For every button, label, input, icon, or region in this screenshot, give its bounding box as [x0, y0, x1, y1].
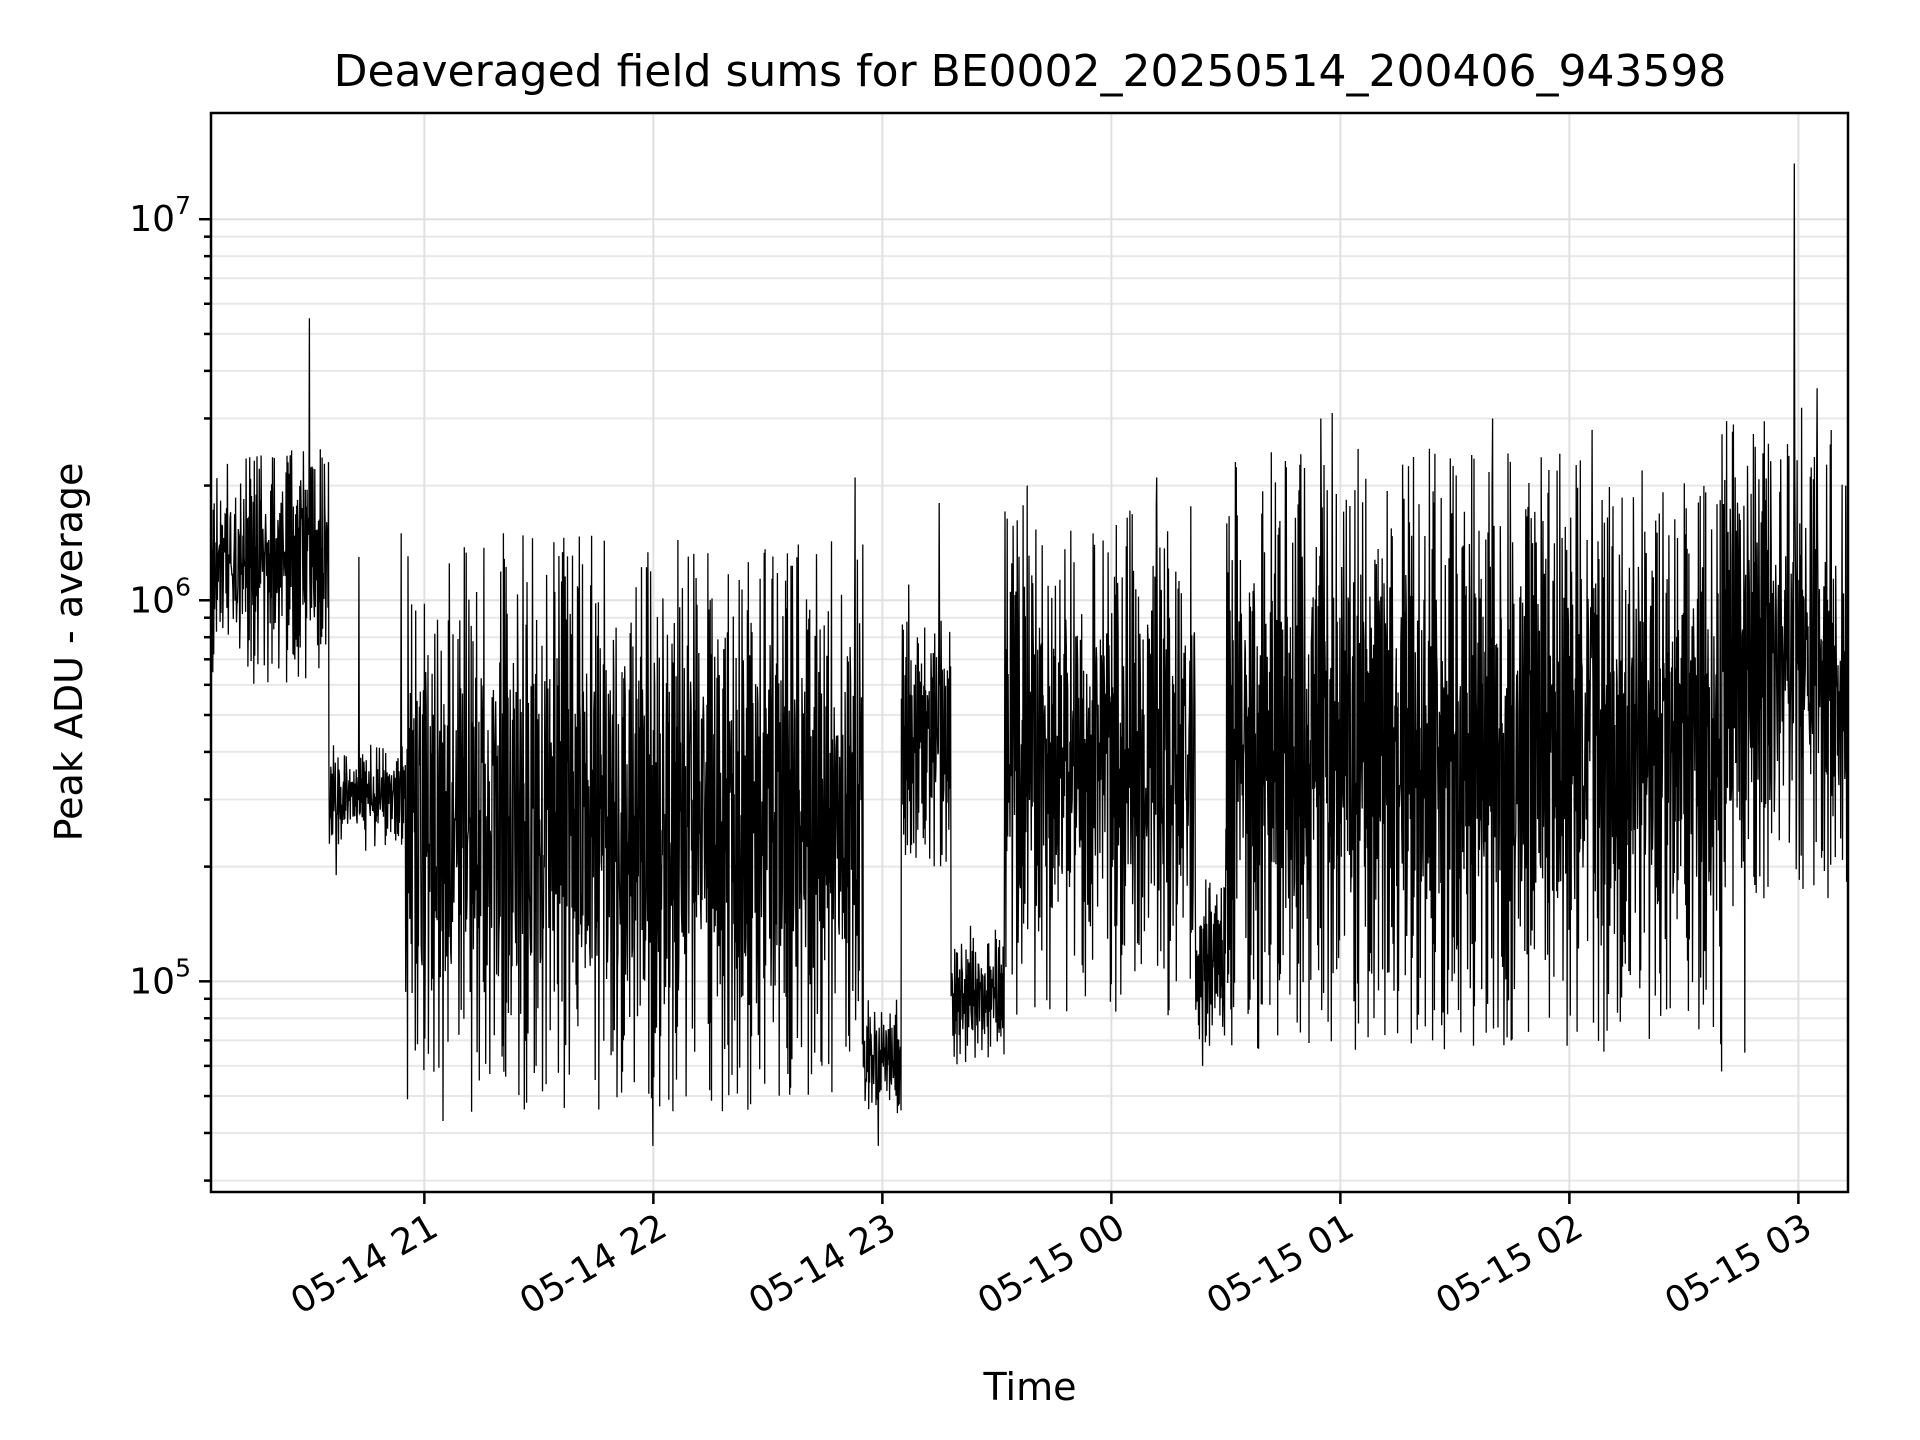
chart-title: Deaveraged field sums for BE0002_2025051…: [334, 46, 1727, 97]
y-tick-label: 106: [129, 572, 191, 621]
plot-frame: [209, 111, 1850, 1194]
y-axis-label: Peak ADU - average: [47, 463, 91, 842]
series-line: [210, 163, 1849, 1146]
y-tick-label: 105: [129, 953, 191, 1002]
series-layer: [210, 163, 1849, 1146]
x-axis-label: Time: [983, 1365, 1077, 1409]
y-tick-label: 107: [129, 191, 191, 240]
